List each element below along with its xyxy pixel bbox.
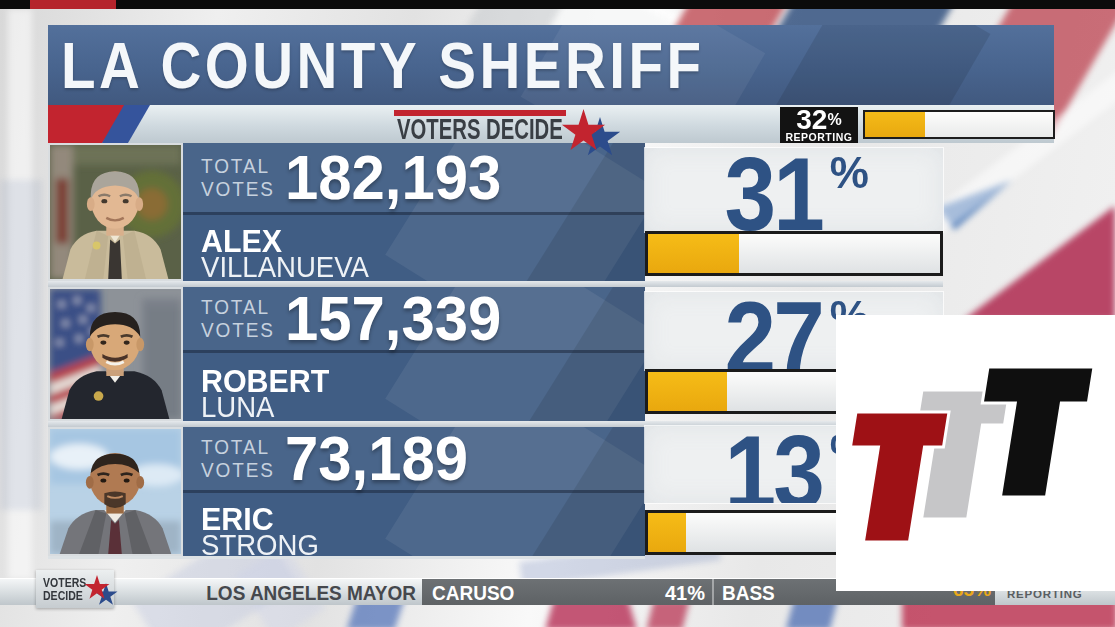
reporting-progress-fill xyxy=(865,112,925,137)
race-title: LA COUNTY SHERIFF xyxy=(61,35,705,97)
total-votes-label: TOTALVOTES xyxy=(201,155,275,201)
total-votes-value: 157,339 xyxy=(285,287,501,353)
candidate-info-luna: TOTALVOTES 157,339 ROBERT LUNA xyxy=(183,287,645,421)
total-votes-value: 182,193 xyxy=(285,143,501,212)
voters-decide-badge: VOTERSDECIDE xyxy=(36,570,114,608)
reporting-label: REPORTING xyxy=(780,132,858,142)
percent-value: 27 xyxy=(725,292,823,370)
candidate-row-villanueva: TOTALVOTES 182,193 ALEX VILLANUEVA 31% xyxy=(48,143,1054,281)
candidate-last-name: STRONG xyxy=(201,529,319,556)
reporting-progress-bar xyxy=(863,110,1055,139)
broadcast-frame: LA COUNTY SHERIFF VOTERS DECIDE 32% REPO… xyxy=(0,0,1115,627)
ticker-candidate1: CARUSO xyxy=(432,582,514,605)
vote-bar-fill xyxy=(648,513,686,552)
vote-bar-fill xyxy=(648,234,739,273)
candidate-info-villanueva: TOTALVOTES 182,193 ALEX VILLANUEVA xyxy=(183,143,645,281)
reporting-percent: 32% xyxy=(780,107,858,132)
candidate-last-name: LUNA xyxy=(201,391,274,421)
percent-value: 13 xyxy=(725,426,823,503)
letterbox-top-bar xyxy=(0,0,1115,9)
header-pattern xyxy=(776,25,991,105)
percent-sign: % xyxy=(830,151,869,195)
vote-bar-fill xyxy=(648,372,727,411)
candidate-photo-strong xyxy=(48,427,183,556)
total-votes-label: TOTALVOTES xyxy=(201,296,275,342)
voters-decide-label: VOTERS DECIDE xyxy=(397,115,563,143)
badge-label: VOTERSDECIDE xyxy=(43,576,86,602)
station-logo xyxy=(836,315,1115,591)
ticker-candidate1-pct: 41% xyxy=(665,582,705,605)
percent-panel-villanueva: 31% xyxy=(645,148,943,232)
ticker-divider xyxy=(712,579,714,605)
candidate-photo-villanueva xyxy=(48,143,183,281)
race-header: LA COUNTY SHERIFF xyxy=(48,25,1054,105)
panel-bottom-edge xyxy=(48,556,645,559)
top-bar-red-segment xyxy=(30,0,116,9)
candidate-last-name: VILLANUEVA xyxy=(201,251,369,281)
logo-letter-black xyxy=(967,367,1094,497)
station-logo-box xyxy=(836,315,1115,591)
candidate-photo-luna xyxy=(48,287,183,421)
total-votes-value: 73,189 xyxy=(285,427,468,493)
vote-bar-villanueva xyxy=(645,231,943,276)
percent-value: 31 xyxy=(725,148,823,232)
total-votes-label: TOTALVOTES xyxy=(201,436,275,482)
ticker-race-label: LOS ANGELES MAYOR xyxy=(163,582,416,605)
ticker-candidate2: BASS xyxy=(722,582,775,605)
reporting-box: 32% REPORTING xyxy=(780,107,858,143)
candidate-info-strong: TOTALVOTES 73,189 ERIC STRONG xyxy=(183,427,645,556)
